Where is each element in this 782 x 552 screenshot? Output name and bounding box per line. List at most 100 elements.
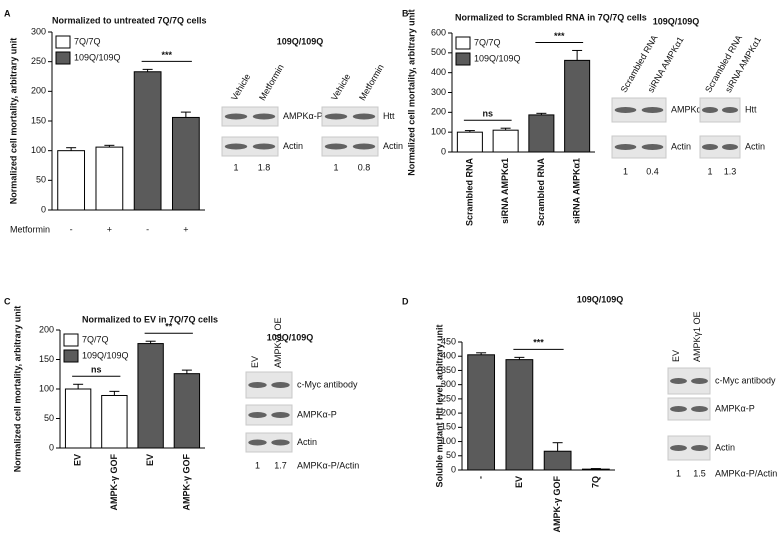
blot-band	[614, 144, 637, 150]
blot-band	[691, 406, 708, 412]
panel-letter: D	[402, 296, 409, 306]
blot-band	[722, 144, 738, 150]
x-tick-label: siRNA AMPKα1	[572, 158, 582, 224]
y-tick-label: 300	[441, 379, 456, 389]
y-tick-label: 100	[431, 127, 446, 137]
y-axis-label: Soluble mutant Htt level, arbitrary unit	[434, 324, 444, 487]
bar	[456, 131, 483, 153]
legend-label: 7Q/7Q	[74, 36, 101, 46]
blot-row-label: Actin	[297, 437, 317, 447]
bar	[171, 116, 200, 211]
bar	[505, 359, 534, 471]
significance-label: ***	[554, 31, 565, 41]
legend-label: 109Q/109Q	[82, 350, 129, 360]
y-tick-label: 250	[441, 393, 456, 403]
bar	[95, 146, 124, 211]
y-tick-label: 0	[441, 146, 446, 156]
y-tick-label: 50	[446, 450, 456, 460]
significance-label: ***	[533, 338, 544, 348]
y-tick-label: 300	[31, 26, 46, 36]
y-tick-label: 250	[31, 56, 46, 66]
bar	[581, 468, 610, 471]
blot-strip	[321, 136, 379, 157]
y-tick-label: 400	[431, 67, 446, 77]
blot-band	[722, 107, 738, 113]
quant-value: 0.8	[358, 162, 371, 172]
y-tick-label: 200	[441, 407, 456, 417]
bar	[64, 388, 92, 449]
y-tick-label: 0	[49, 442, 54, 452]
legend-label: 7Q/7Q	[474, 37, 501, 47]
chart-title: Normalized to EV in 7Q/7Q cells	[82, 314, 218, 324]
x-tick-label: EV	[145, 454, 155, 466]
blot-band	[670, 378, 687, 384]
blot-row-label: Actin	[383, 141, 403, 151]
blot-strip	[699, 135, 741, 159]
x-tick-label: Scrambled RNA	[536, 158, 546, 227]
y-tick-label: 150	[39, 354, 54, 364]
blot-band	[670, 406, 687, 412]
blot-header: 109Q/109Q	[277, 36, 324, 46]
quant-value: 1.8	[258, 162, 271, 172]
y-tick-label: 50	[36, 175, 46, 185]
blot-band	[271, 382, 290, 388]
blot-strip	[221, 106, 279, 127]
blot-band	[324, 113, 348, 120]
quant-value: 1	[233, 162, 238, 172]
blot-strip	[245, 432, 293, 453]
y-tick-label: 100	[31, 145, 46, 155]
blot-band	[252, 143, 276, 150]
blot-band	[252, 113, 276, 120]
lane-label: AMPKγ1 OE	[273, 317, 283, 368]
x-tick-label: +	[107, 224, 112, 234]
y-tick-label: 0	[451, 464, 456, 474]
lane-label: EV	[250, 356, 260, 368]
blot-band	[702, 144, 718, 150]
bar	[137, 343, 164, 449]
y-tick-label: 200	[431, 107, 446, 117]
blot-band	[271, 439, 290, 446]
y-tick-label: 500	[431, 47, 446, 57]
blot-row-label: Htt	[745, 104, 757, 114]
y-tick-label: 150	[31, 115, 46, 125]
bar	[528, 114, 555, 153]
lane-label: AMPKγ1 OE	[692, 311, 702, 362]
legend-label: 109Q/109Q	[474, 53, 521, 63]
lane-label: Metformin	[257, 63, 286, 103]
lane-label: EV	[671, 350, 681, 362]
x-tick-label: AMPK-γ GOF	[109, 454, 119, 511]
lane-label: Metformin	[357, 63, 386, 103]
quant-value: 1	[333, 162, 338, 172]
blot-band	[248, 382, 267, 388]
y-tick-label: 600	[431, 27, 446, 37]
quant-value: 0.4	[646, 166, 659, 176]
lane-label: Vehicle	[229, 72, 252, 102]
quant-value: 1	[676, 468, 681, 478]
x-tick-label: 7Q	[590, 476, 600, 488]
blot-band	[691, 445, 708, 451]
blot-row-label: c-Myc antibody	[297, 379, 358, 389]
x-tick-label: AMPK-γ GOF	[181, 454, 191, 511]
x-axis-label: Metformin	[10, 224, 50, 234]
x-tick-label: -	[70, 224, 73, 234]
panel-letter: B	[402, 8, 409, 18]
quant-value: 1	[255, 460, 260, 470]
y-tick-label: 350	[441, 365, 456, 375]
y-axis-label: Normalized cell mortality, arbitrary uni…	[8, 38, 18, 204]
y-tick-label: 100	[441, 436, 456, 446]
legend-label: 7Q/7Q	[82, 334, 109, 344]
lane-label: Vehicle	[329, 72, 352, 102]
blot-strip	[321, 106, 379, 127]
quant-value: 1	[707, 166, 712, 176]
x-tick-label: AMPK-γ GOF	[552, 476, 562, 533]
bar	[467, 354, 496, 471]
x-tick-label: +	[183, 224, 188, 234]
quant-value: 1.5	[693, 468, 706, 478]
chart-title: Normalized to Scrambled RNA in 7Q/7Q cel…	[455, 12, 647, 22]
blot-row-label: AMPKα-P	[297, 409, 337, 419]
quant-value: 1.7	[274, 460, 287, 470]
blot-row-label: Actin	[745, 141, 765, 151]
x-tick-label: Scrambled RNA	[464, 158, 474, 227]
legend-label: 109Q/109Q	[74, 52, 121, 62]
blot-band	[670, 445, 687, 451]
